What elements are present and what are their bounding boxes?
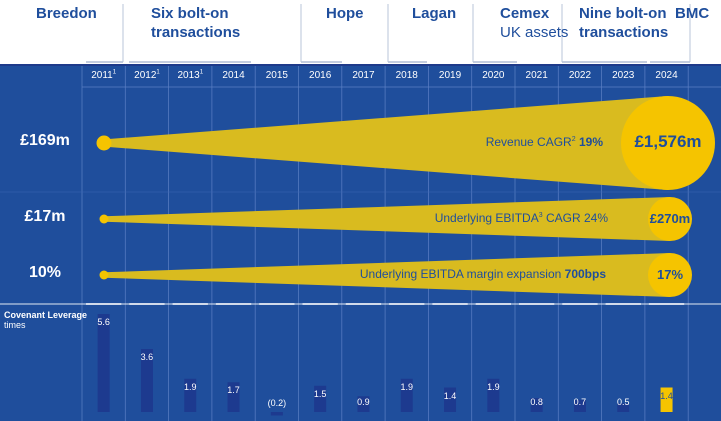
year-label: 2016 [309, 70, 332, 81]
leverage-bar-2012 [140, 349, 153, 412]
year-label: 2020 [482, 70, 505, 81]
annotation-line: transactions [579, 24, 669, 41]
beam-end-circle-1 [648, 197, 692, 241]
metric-description: Underlying EBITDA3 CAGR 24% [434, 211, 608, 225]
annotation-six-bolt-on: Six bolt-on transactions [151, 4, 240, 42]
year-label: 20121 [134, 69, 160, 81]
metric-end-value: £1,576m [634, 132, 702, 152]
year-label: 2018 [395, 70, 418, 81]
annotation-bmc: BMC [675, 4, 709, 23]
leverage-value-label: 1.5 [313, 388, 327, 399]
leverage-bar-2014 [227, 382, 240, 412]
leverage-value-label: (0.2) [267, 398, 287, 408]
year-label: 20131 [177, 69, 204, 81]
annotation-line: Breedon [36, 5, 97, 22]
metric-end-value: £270m [649, 210, 691, 226]
year-label: 20111 [91, 69, 117, 81]
year-label: 2019 [438, 70, 462, 81]
annotation-subtitle: UK assets [500, 24, 569, 41]
leverage-value-label: 0.5 [616, 397, 630, 407]
annotation-hope: Hope [326, 4, 364, 23]
leverage-bar-2015 [270, 412, 283, 416]
leverage-title: Covenant Leverage times [4, 310, 87, 330]
metric-end-value: 17% [656, 266, 684, 282]
leverage-value-label: 0.9 [357, 397, 370, 407]
leverage-value-label: 1.4 [443, 390, 457, 401]
leverage-value-label: 1.7 [227, 385, 240, 396]
chart-top-rule [0, 64, 721, 66]
leverage-bar-2018 [400, 378, 413, 412]
leverage-bar-2024 [660, 387, 673, 412]
metric-description: Revenue CAGR2 19% [485, 135, 603, 149]
annotation-line: Lagan [412, 5, 457, 22]
metric-start-value: £17m [24, 208, 66, 225]
year-label: 2014 [222, 70, 245, 81]
leverage-value-label: 1.9 [487, 381, 500, 392]
leverage-bar-2023 [617, 403, 630, 412]
beam-start-dot-1 [99, 214, 109, 224]
beam-start-dot-0 [96, 135, 112, 151]
year-label: 2023 [612, 70, 635, 81]
leverage-bar-2017 [357, 396, 370, 412]
beam-end-circle-0 [621, 96, 715, 190]
leverage-value-label: 0.7 [573, 397, 587, 407]
leverage-value-label: 1.9 [400, 381, 413, 392]
leverage-bar-2020 [487, 378, 500, 412]
metric-start-value: 10% [28, 264, 62, 281]
leverage-title-text: Covenant Leverage [4, 310, 88, 320]
annotation-line: transactions [151, 24, 241, 41]
year-label: 2017 [352, 70, 375, 81]
metric-description: Underlying EBITDA margin expansion 700bp… [359, 267, 606, 281]
annotation-lagan: Lagan [412, 4, 456, 23]
metric-start-value: £169m [20, 132, 70, 149]
leverage-value-label: 3.6 [140, 352, 154, 362]
leverage-bar-2016 [314, 385, 327, 412]
year-label: 2022 [568, 70, 592, 81]
annotation-line: Six bolt-on [151, 5, 229, 22]
annotation-line: Cemex [500, 5, 550, 22]
leverage-value-label: 1.9 [183, 381, 197, 392]
year-label: 2015 [265, 70, 288, 81]
growth-beam-1 [104, 197, 670, 241]
annotation-line: BMC [675, 5, 710, 22]
annotation-line: Hope [326, 5, 364, 22]
leverage-unit: times [4, 320, 26, 330]
leverage-value-label: 0.8 [530, 397, 543, 407]
growth-beam-0 [104, 96, 668, 190]
year-axis: 20111 20121 20131 2014 2015 2016 2017 2018 2019 2… [0, 65, 721, 87]
beam-start-dot-2 [99, 270, 109, 280]
leverage-bar-2011 [97, 314, 110, 412]
annotation-line: Nine bolt-on [579, 5, 667, 22]
leverage-bar-2022 [573, 399, 586, 412]
leverage-bar-2013 [184, 378, 197, 412]
annotation-breedon: Breedon [36, 4, 97, 23]
annotation-cemex: Cemex UK assets [500, 4, 568, 42]
leverage-value-label: 5.6 [97, 317, 110, 327]
year-label: 2024 [655, 70, 678, 81]
year-label: 2021 [525, 70, 548, 81]
beam-end-circle-2 [648, 253, 692, 297]
leverage-bar-2019 [444, 387, 457, 412]
growth-beam-2 [104, 253, 670, 297]
leverage-value-label: 1.4 [660, 390, 673, 401]
leverage-bar-2021 [530, 398, 543, 412]
annotation-nine-bolt-on: Nine bolt-on transactions [579, 4, 668, 42]
